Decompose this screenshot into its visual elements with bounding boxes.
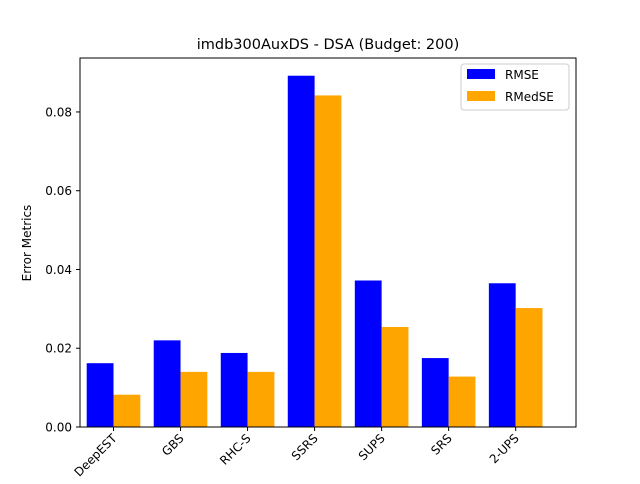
bar-rmedse-rhc-s: [247, 371, 275, 427]
legend-swatch-rmse: [467, 69, 495, 79]
bar-rmse-ssrs: [287, 75, 315, 427]
y-axis-label: Error Metrics: [20, 205, 34, 282]
bar-rmedse-deepest: [113, 394, 141, 427]
bar-rmse-gbs: [153, 340, 181, 427]
plot-frame: [79, 57, 577, 428]
y-tick-label: 0.04: [45, 263, 72, 277]
bar-rmse-rhc-s: [220, 352, 248, 427]
legend-label-rmse: RMSE: [505, 68, 539, 82]
bar-rmse-2-ups: [488, 283, 516, 427]
y-tick-label: 0.06: [45, 184, 72, 198]
legend-label-rmedse: RMedSE: [505, 90, 554, 104]
y-tick-label: 0.00: [45, 421, 72, 435]
axes-layer: [79, 57, 577, 428]
bar-rmedse-srs: [448, 376, 476, 427]
bar-rmedse-ssrs: [314, 95, 342, 427]
y-tick-label: 0.02: [45, 342, 72, 356]
legend-swatch-rmedse: [467, 91, 495, 101]
bars-layer: [86, 75, 543, 427]
bar-rmedse-2-ups: [515, 308, 543, 427]
bar-rmse-sups: [354, 280, 382, 427]
bar-rmedse-sups: [381, 326, 409, 427]
y-tick-label: 0.08: [45, 105, 72, 119]
bar-rmse-srs: [421, 358, 449, 427]
bar-rmse-deepest: [86, 363, 114, 427]
chart-title: imdb300AuxDS - DSA (Budget: 200): [197, 37, 460, 53]
bar-rmedse-gbs: [180, 371, 208, 427]
chart-legend: RMSE RMedSE: [460, 63, 570, 111]
